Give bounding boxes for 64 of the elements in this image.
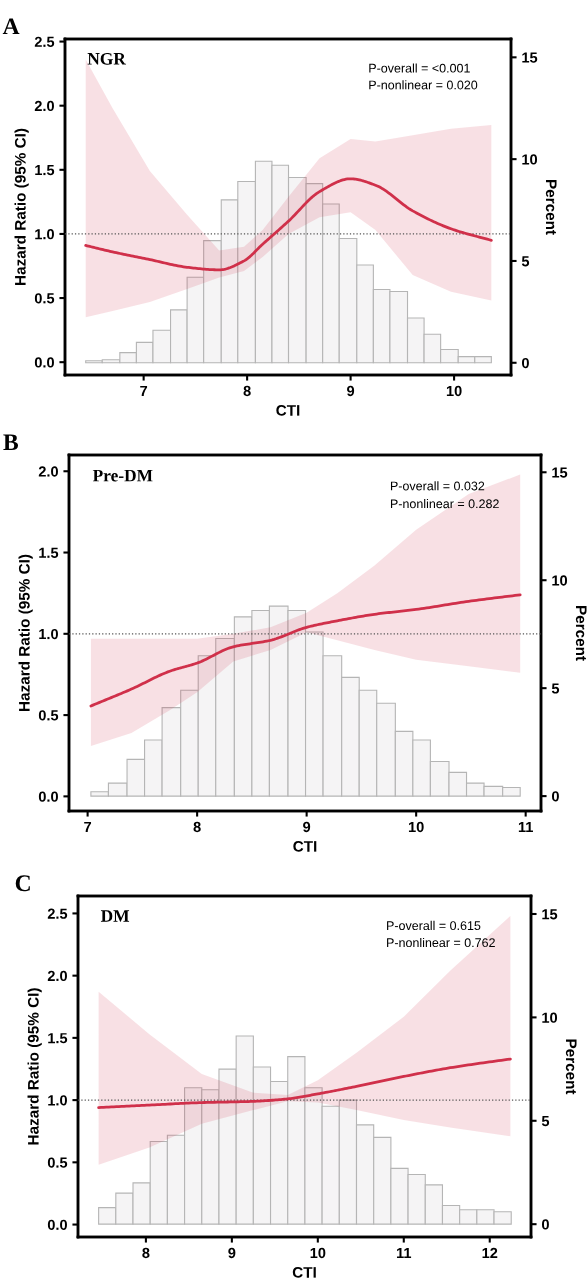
chart-title: C <box>15 875 30 892</box>
annotation: P-overall = <0.001 <box>369 63 470 73</box>
chart-title: A <box>2 18 20 34</box>
y-tick-label: 1.0 <box>48 1095 67 1106</box>
y2-tick-label: 15 <box>552 467 568 478</box>
x-axis-title: CTI <box>276 404 300 416</box>
y-tick-label: 2.5 <box>34 36 55 47</box>
x-tick-label: 11 <box>518 821 533 832</box>
y-tick-label: 2.0 <box>38 466 58 477</box>
y-tick-label: 1.5 <box>48 1033 68 1044</box>
y2-tick-label: 15 <box>522 52 538 63</box>
y-tick-label: 2.0 <box>47 970 67 982</box>
x-tick-label: 10 <box>310 1247 326 1259</box>
x-tick-label: 8 <box>193 821 201 833</box>
y-tick-label: 1.5 <box>35 165 55 176</box>
y-tick-label: 2.0 <box>34 100 54 112</box>
y2-tick-label: 0 <box>521 357 529 369</box>
text: Pre-DM <box>92 469 153 482</box>
y-tick-label: 1.5 <box>39 547 59 558</box>
text: NGR <box>87 52 127 65</box>
y-axis-title: Hazard Ratio (95% CI) <box>18 554 33 711</box>
y2-tick-label: 15 <box>542 909 558 920</box>
y-axis-title: Hazard Ratio (95% CI) <box>14 128 29 285</box>
annotation: P-nonlinear = 0.282 <box>390 499 499 509</box>
y-tick-label: 0.5 <box>34 293 55 304</box>
y-tick-label: 1.0 <box>35 229 54 240</box>
y-tick-label: 0.0 <box>34 357 54 368</box>
y-tick-label: 0.0 <box>38 791 58 802</box>
annotation: P-nonlinear = 0.762 <box>387 937 495 948</box>
x-axis-title: CTI <box>292 1266 316 1278</box>
y-tick-label: 0.5 <box>47 1157 68 1168</box>
x-tick-label: 8 <box>243 385 251 397</box>
y2-tick-label: 10 <box>552 575 568 586</box>
x-tick-label: 7 <box>84 821 92 832</box>
y2-axis-title: Percent <box>575 606 587 661</box>
x-tick-label: 10 <box>446 385 462 397</box>
y2-tick-label: 5 <box>521 256 530 267</box>
x-tick-label: 9 <box>303 821 311 833</box>
annotation: P-nonlinear = 0.020 <box>369 80 478 90</box>
y2-tick-label: 0 <box>551 791 559 802</box>
y-axis-title: Hazard Ratio (95% CI) <box>27 988 42 1145</box>
annotation: P-overall = 0.615 <box>387 920 481 931</box>
x-tick-label: 12 <box>482 1247 498 1258</box>
y2-tick-label: 5 <box>541 1116 550 1127</box>
y2-tick-label: 10 <box>542 1012 558 1023</box>
y2-axis-title: Percent <box>545 180 557 235</box>
y-tick-label: 1.0 <box>39 628 58 640</box>
text: DM <box>100 910 130 922</box>
y2-tick-label: 5 <box>551 683 560 694</box>
y2-tick-label: 10 <box>522 154 538 165</box>
x-tick-label: 8 <box>142 1247 150 1259</box>
x-tick-label: 7 <box>140 385 148 396</box>
x-tick-label: 10 <box>408 821 424 833</box>
y-tick-label: 0.0 <box>47 1219 67 1230</box>
x-tick-label: 9 <box>347 385 355 397</box>
y2-axis-title: Percent <box>565 1039 577 1095</box>
y-tick-label: 0.5 <box>38 710 59 721</box>
x-tick-label: 11 <box>396 1247 412 1258</box>
y2-tick-label: 0 <box>541 1219 549 1230</box>
annotation: P-overall = 0.032 <box>390 481 485 491</box>
x-axis-title: CTI <box>293 840 317 852</box>
x-tick-label: 9 <box>228 1247 236 1259</box>
chart-title: B <box>3 434 19 451</box>
y-tick-label: 2.5 <box>47 908 68 919</box>
